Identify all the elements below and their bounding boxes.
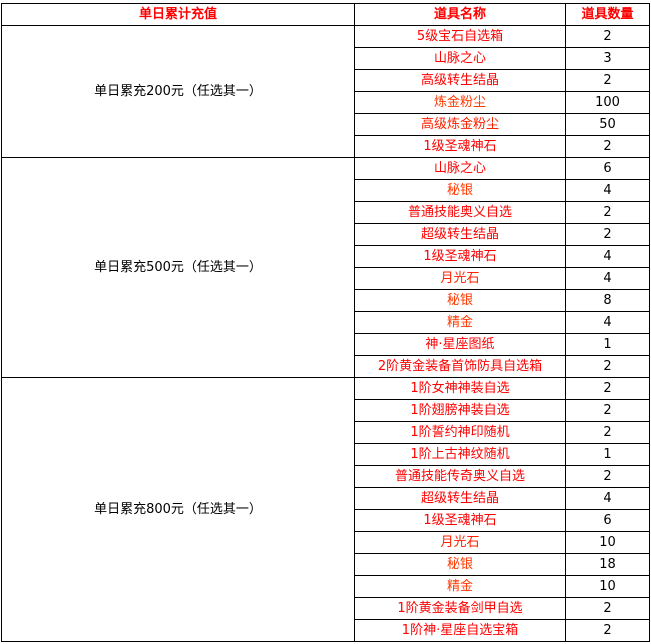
item-quantity: 4 <box>565 245 650 268</box>
item-name: 神·星座图纸 <box>354 333 566 356</box>
item-quantity: 4 <box>565 267 650 290</box>
item-quantity: 2 <box>565 619 650 642</box>
item-name: 山脉之心 <box>354 47 566 70</box>
item-quantity: 3 <box>565 47 650 70</box>
item-name: 5级宝石自选箱 <box>354 25 566 48</box>
item-name: 高级炼金粉尘 <box>354 113 566 136</box>
item-quantity: 2 <box>565 69 650 92</box>
table-row: 炼金粉尘 100 <box>2 91 650 114</box>
item-name: 秘银 <box>354 289 566 312</box>
item-name: 1阶上古神纹随机 <box>354 443 566 466</box>
table-row: 月光石 4 <box>2 267 650 290</box>
item-name: 山脉之心 <box>354 157 566 180</box>
item-quantity: 10 <box>565 575 650 598</box>
table-row: 单日累充800元（任选其一） 1阶女神神装自选 2 <box>1 377 650 642</box>
item-quantity: 1 <box>565 333 650 356</box>
table-row: 1级圣魂神石 4 <box>2 245 650 268</box>
table-row: 单日累充500元（任选其一） 山脉之心 6 <box>1 157 650 378</box>
header-row: 单日累计充值 道具名称 道具数量 <box>1 3 650 26</box>
item-name: 1阶女神神装自选 <box>354 377 566 400</box>
table-row: 月光石 10 <box>2 531 650 554</box>
item-name: 1阶神·星座自选宝箱 <box>354 619 566 642</box>
table-row: 秘银 4 <box>2 179 650 202</box>
item-quantity: 6 <box>565 509 650 532</box>
table-row: 1阶黄金装备剑甲自选 2 <box>2 597 650 620</box>
item-quantity: 1 <box>565 443 650 466</box>
item-name: 精金 <box>354 575 566 598</box>
header-recharge-tier: 单日累计充值 <box>1 3 355 26</box>
item-quantity: 2 <box>565 135 650 158</box>
recharge-tier-label: 单日累充800元（任选其一） <box>1 377 355 642</box>
item-name: 普通技能奥义自选 <box>354 201 566 224</box>
item-name: 1阶翅膀神装自选 <box>354 399 566 422</box>
item-name: 超级转生结晶 <box>354 487 566 510</box>
item-name: 炼金粉尘 <box>354 91 566 114</box>
item-name: 秘银 <box>354 553 566 576</box>
header-item-quantity: 道具数量 <box>565 3 650 26</box>
item-quantity: 18 <box>565 553 650 576</box>
item-quantity: 2 <box>565 465 650 488</box>
table-body: 单日累充200元（任选其一） 5级宝石自选箱 2 山脉之心 3 高级转生结晶 2 炼金粉尘 10… <box>1 25 650 642</box>
item-quantity: 10 <box>565 531 650 554</box>
item-name: 2阶黄金装备首饰防具自选箱 <box>354 355 566 378</box>
item-name: 1阶黄金装备剑甲自选 <box>354 597 566 620</box>
recharge-tier-label: 单日累充500元（任选其一） <box>1 157 355 378</box>
item-name: 普通技能传奇奥义自选 <box>354 465 566 488</box>
item-quantity: 2 <box>565 223 650 246</box>
table-row: 1阶翅膀神装自选 2 <box>2 399 650 422</box>
item-quantity: 6 <box>565 157 650 180</box>
header-item-name: 道具名称 <box>354 3 566 26</box>
item-quantity: 100 <box>565 91 650 114</box>
item-quantity: 2 <box>565 355 650 378</box>
table-row: 2阶黄金装备首饰防具自选箱 2 <box>2 355 650 378</box>
table-row: 精金 4 <box>2 311 650 334</box>
item-name: 1级圣魂神石 <box>354 245 566 268</box>
item-quantity: 2 <box>565 25 650 48</box>
item-quantity: 2 <box>565 399 650 422</box>
table-row: 1级圣魂神石 6 <box>2 509 650 532</box>
item-name: 1级圣魂神石 <box>354 509 566 532</box>
item-quantity: 4 <box>565 311 650 334</box>
table-row: 单日累充200元（任选其一） 5级宝石自选箱 2 <box>1 25 650 158</box>
item-quantity: 2 <box>565 201 650 224</box>
item-quantity: 4 <box>565 487 650 510</box>
item-quantity: 50 <box>565 113 650 136</box>
item-name: 1级圣魂神石 <box>354 135 566 158</box>
item-quantity: 2 <box>565 421 650 444</box>
table-row: 超级转生结晶 4 <box>2 487 650 510</box>
table-row: 1阶神·星座自选宝箱 2 <box>2 619 650 642</box>
recharge-rewards-table: 单日累计充值 道具名称 道具数量 单日累充200元（任选其一） 5级宝石自选箱 2 山… <box>1 3 650 642</box>
item-quantity: 2 <box>565 597 650 620</box>
item-quantity: 8 <box>565 289 650 312</box>
item-name: 精金 <box>354 311 566 334</box>
table-row: 1级圣魂神石 2 <box>2 135 650 158</box>
item-name: 超级转生结晶 <box>354 223 566 246</box>
table-row: 普通技能传奇奥义自选 2 <box>2 465 650 488</box>
item-quantity: 4 <box>565 179 650 202</box>
item-name: 月光石 <box>354 531 566 554</box>
table-row: 神·星座图纸 1 <box>2 333 650 356</box>
item-quantity: 2 <box>565 377 650 400</box>
item-name: 秘银 <box>354 179 566 202</box>
item-name: 月光石 <box>354 267 566 290</box>
item-name: 1阶誓约神印随机 <box>354 421 566 444</box>
item-name: 高级转生结晶 <box>354 69 566 92</box>
recharge-tier-label: 单日累充200元（任选其一） <box>1 25 355 158</box>
